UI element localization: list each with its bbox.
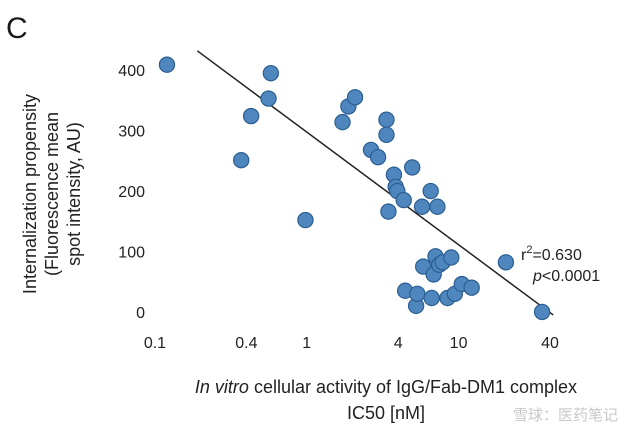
- data-point: [409, 285, 426, 302]
- y-axis-title-line: Internalization propensity: [20, 94, 40, 294]
- y-tick-label: 100: [118, 244, 145, 261]
- y-tick-label: 200: [118, 184, 145, 201]
- data-point: [380, 203, 397, 220]
- data-point: [533, 303, 551, 321]
- data-point: [443, 249, 460, 266]
- data-point: [242, 107, 260, 125]
- y-axis-title-line: spot intensity, AU): [64, 122, 84, 266]
- x-axis-title-line1: In vitro cellular activity of IgG/Fab-DM…: [195, 377, 577, 397]
- x-tick-label: 4: [394, 335, 403, 352]
- data-point: [378, 111, 395, 128]
- data-point: [404, 159, 421, 176]
- r-squared-annotation: r2=0.630: [521, 244, 582, 264]
- x-tick-label: 10: [450, 335, 468, 352]
- watermark: 雪球：医药笔记: [513, 406, 618, 424]
- data-point: [233, 151, 250, 169]
- data-point: [429, 198, 446, 215]
- data-point: [378, 126, 395, 144]
- x-tick-label: 40: [541, 335, 559, 352]
- data-point: [158, 56, 176, 73]
- data-point: [369, 148, 387, 166]
- data-point: [497, 254, 515, 271]
- y-tick-label: 0: [136, 305, 145, 322]
- x-axis-title-line2: IC50 [nM]: [347, 403, 425, 423]
- data-point: [413, 198, 431, 215]
- y-tick-label: 400: [118, 63, 145, 80]
- x-tick-label: 0.4: [235, 335, 257, 352]
- data-points: [158, 56, 551, 321]
- y-tick-labels: 0 100 200 300 400: [118, 63, 145, 322]
- data-point: [334, 113, 351, 131]
- panel-label: C: [6, 12, 28, 45]
- data-point: [262, 64, 280, 82]
- data-point: [422, 182, 439, 200]
- data-point: [395, 191, 412, 209]
- y-axis-title: Internalization propensity (Fluorescence …: [20, 94, 84, 294]
- data-point: [423, 289, 440, 307]
- data-point: [346, 89, 364, 106]
- data-point: [463, 279, 480, 296]
- y-tick-label: 300: [118, 124, 145, 141]
- data-point: [297, 211, 314, 229]
- x-tick-labels: 0.1 0.4 1 4 10 40: [144, 335, 559, 352]
- regression-line: [196, 50, 554, 316]
- p-value-annotation: p<0.0001: [532, 268, 600, 285]
- data-point: [260, 90, 277, 107]
- y-axis-title-line: (Fluorescence mean: [42, 112, 62, 276]
- x-tick-label: 0.1: [144, 335, 166, 352]
- x-tick-label: 1: [302, 335, 311, 352]
